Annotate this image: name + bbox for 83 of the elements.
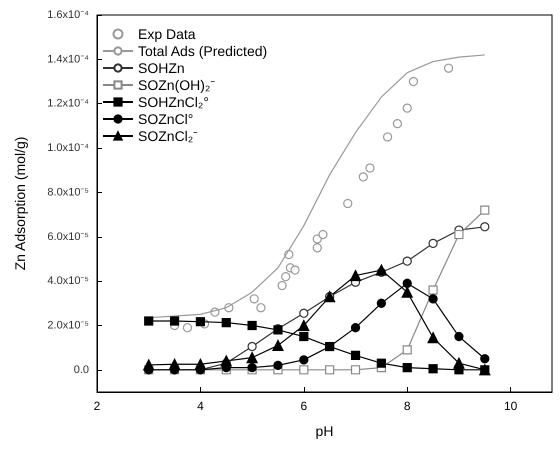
point — [402, 363, 412, 372]
y-tick-label: 4.0x10⁻⁵ — [47, 275, 89, 288]
point — [454, 332, 464, 342]
point — [358, 172, 368, 182]
point — [144, 316, 154, 326]
point — [408, 76, 418, 86]
point — [444, 64, 454, 73]
legend-label: SOZnCl₂⁻ — [138, 128, 198, 144]
point — [168, 358, 180, 370]
point — [222, 318, 231, 328]
point — [299, 365, 308, 374]
point — [454, 230, 464, 240]
point — [182, 323, 192, 332]
legend-label: SOHZn — [138, 60, 185, 76]
point — [298, 320, 310, 332]
legend-label: Exp Data — [138, 26, 196, 42]
y-tick-label: 1.0x10⁻⁴ — [47, 142, 90, 154]
legend-label: Total Ads (Predicted) — [138, 43, 268, 59]
point — [299, 308, 308, 318]
legend-label: SOZnCl° — [138, 111, 194, 127]
x-tick-label: 4 — [197, 399, 204, 413]
point — [299, 332, 308, 342]
point — [480, 354, 490, 364]
point — [248, 320, 257, 330]
y-tick-label: 2.0x10⁻⁵ — [47, 319, 89, 332]
point — [143, 359, 154, 371]
point — [272, 340, 284, 352]
point — [365, 163, 375, 173]
point — [350, 365, 360, 374]
point — [312, 243, 322, 252]
point — [250, 294, 259, 304]
point — [402, 286, 413, 298]
point — [350, 350, 360, 360]
point — [325, 342, 334, 352]
point — [402, 278, 412, 288]
point — [428, 285, 438, 295]
point — [278, 280, 287, 290]
point — [248, 342, 257, 352]
point — [376, 264, 387, 276]
x-tick-label: 10 — [504, 399, 518, 413]
point — [350, 270, 362, 282]
point — [428, 294, 438, 304]
point — [220, 355, 232, 367]
point — [194, 358, 206, 370]
point — [350, 323, 360, 332]
x-tick-label: 8 — [404, 399, 411, 413]
legend-label: SOHZnCl₂° — [138, 94, 209, 110]
point — [170, 316, 180, 326]
point — [402, 104, 412, 113]
y-tick-label: 6.0x10⁻⁵ — [47, 230, 89, 243]
point — [428, 238, 438, 248]
point — [325, 365, 334, 374]
y-tick-label: 0.0 — [74, 364, 89, 376]
point — [428, 364, 438, 374]
point — [299, 355, 308, 364]
point — [273, 360, 283, 370]
point — [480, 222, 490, 232]
point — [402, 256, 412, 266]
point — [256, 303, 266, 312]
point — [318, 230, 328, 240]
legend-label: SOZn(OH)₂⁻ — [138, 77, 216, 93]
x-tick-label: 2 — [94, 399, 101, 413]
point — [376, 298, 386, 308]
x-tick-label: 6 — [300, 399, 308, 413]
point — [480, 206, 490, 215]
y-tick-label: 1.4x10⁻⁴ — [47, 53, 90, 66]
point — [402, 345, 412, 354]
point — [376, 358, 386, 368]
point — [312, 234, 322, 244]
point — [246, 352, 258, 364]
y-tick-label: 8.0x10⁻⁵ — [47, 186, 89, 198]
point — [453, 358, 465, 369]
point — [290, 265, 300, 275]
y-tick-label: 1.6x10⁻⁴ — [47, 9, 90, 21]
y-axis-title: Zn Adsorption (mol/g) — [12, 136, 28, 270]
x-axis-title: pH — [316, 423, 334, 439]
point — [343, 198, 352, 208]
point — [392, 119, 402, 128]
point — [281, 272, 290, 282]
point — [382, 132, 392, 142]
y-tick-label: 1.2x10⁻⁴ — [47, 98, 90, 110]
point — [196, 317, 206, 326]
point — [427, 332, 439, 344]
